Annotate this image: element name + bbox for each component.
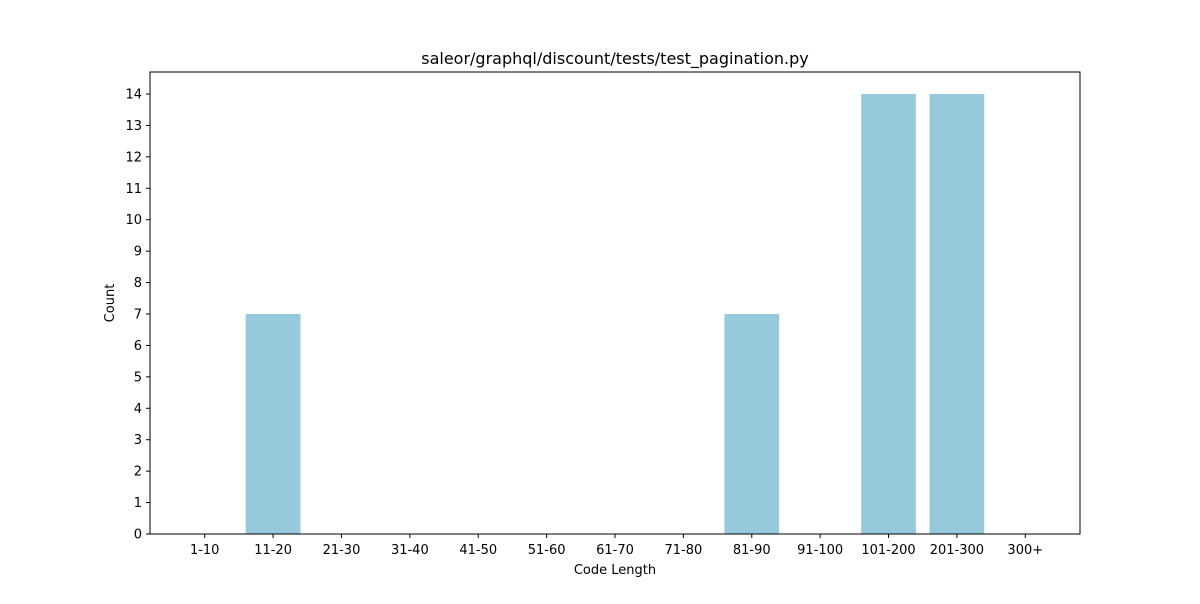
y-tick-label: 3 — [134, 433, 142, 448]
bar-81-90 — [724, 314, 780, 534]
y-tick-label: 14 — [125, 88, 142, 103]
y-tick-label: 12 — [125, 150, 142, 165]
x-tick-label: 101-200 — [861, 543, 915, 558]
x-tick-label: 81-90 — [733, 543, 771, 558]
x-tick-label: 51-60 — [528, 543, 566, 558]
x-axis-ticks: 1-10 11-20 21-30 31-40 41-50 51-60 61-70 71-80 8… — [190, 534, 1043, 558]
x-tick-label: 21-30 — [323, 543, 361, 558]
y-tick-label: 10 — [125, 213, 142, 228]
y-tick-label: 4 — [134, 402, 142, 417]
y-axis-label: Count — [103, 284, 118, 323]
bar-201-300 — [929, 94, 985, 534]
x-tick-label: 300+ — [1007, 543, 1043, 558]
y-tick-label: 7 — [134, 308, 142, 323]
x-axis-label: Code Length — [574, 563, 656, 578]
x-tick-label: 201-300 — [930, 543, 984, 558]
x-tick-label: 1-10 — [190, 543, 220, 558]
y-tick-label: 1 — [134, 496, 142, 511]
y-tick-label: 5 — [134, 370, 142, 385]
x-tick-label: 61-70 — [596, 543, 634, 558]
bar-101-200 — [861, 94, 916, 534]
y-tick-label: 13 — [125, 119, 142, 134]
bars-layer — [245, 94, 985, 534]
x-tick-label: 41-50 — [459, 543, 497, 558]
chart-title: saleor/graphql/discount/tests/test_pagin… — [421, 49, 809, 69]
y-tick-label: 0 — [134, 528, 142, 543]
x-tick-label: 11-20 — [254, 543, 292, 558]
y-tick-label: 11 — [125, 182, 142, 197]
x-tick-label: 31-40 — [391, 543, 429, 558]
x-tick-label: 91-100 — [797, 543, 843, 558]
y-tick-label: 2 — [134, 465, 142, 480]
bar-11-20 — [245, 314, 301, 534]
y-tick-label: 8 — [134, 276, 142, 291]
y-tick-label: 6 — [134, 339, 142, 354]
y-tick-label: 9 — [134, 245, 142, 260]
x-tick-label: 71-80 — [664, 543, 702, 558]
plot-frame — [149, 71, 1081, 535]
